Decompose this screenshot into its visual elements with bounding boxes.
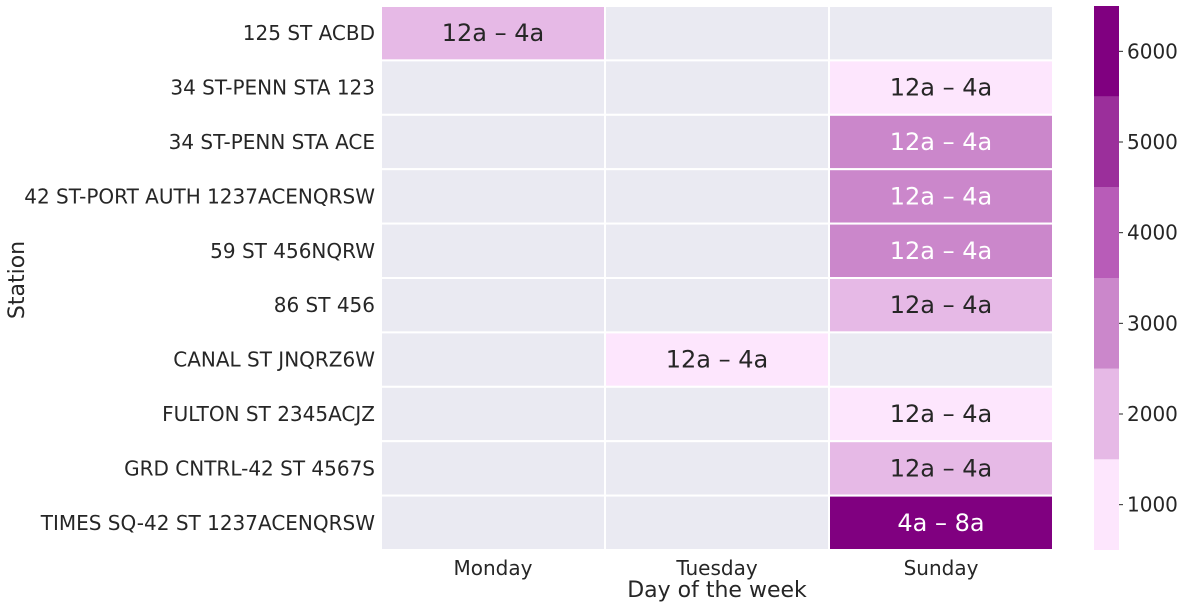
cell-annotation: 12a – 4a [890, 128, 992, 156]
colorbar-bin [1094, 278, 1119, 369]
heatmap-cell [828, 440, 1054, 497]
colorbar-tick-labels: 1000 2000 3000 4000 5000 6000 [1119, 39, 1178, 517]
heatmap-cell-empty [380, 331, 606, 388]
y-tick-59-st-456nqrw: 59 ST 456NQRW [210, 239, 375, 263]
heatmap-cell-empty [380, 277, 606, 334]
heatmap-cell-empty [380, 385, 606, 443]
cell-annotation: 4a – 8a [897, 509, 984, 537]
y-tick-86-st-456: 86 ST 456 [274, 293, 375, 317]
heatmap-cell-labels: 12a – 4a 12a – 4a 12a – 4a 12a – 4a 12a – 4a… [442, 19, 992, 537]
heatmap-cell [828, 277, 1054, 334]
cell-annotation: 12a – 4a [890, 454, 992, 482]
colorbar-tick-label: 4000 [1127, 221, 1178, 245]
heatmap-cell-empty [604, 59, 830, 116]
cell-annotation: 12a – 4a [890, 74, 992, 102]
colorbar-bin [1094, 459, 1119, 550]
heatmap-cell-empty [604, 277, 830, 334]
cell-annotation: 12a – 4a [890, 182, 992, 210]
cell-annotation: 12a – 4a [666, 346, 768, 374]
heatmap-cell-empty [604, 440, 830, 497]
colorbar-bin [1094, 96, 1119, 188]
y-tick-fulton-st-2345acjz: FULTON ST 2345ACJZ [162, 402, 375, 426]
x-axis-title: Day of the week [627, 578, 807, 603]
heatmap-cell-empty [380, 113, 606, 171]
colorbar-bin [1094, 187, 1119, 278]
x-tick-monday: Monday [454, 556, 533, 580]
x-tick-tuesday: Tuesday [675, 556, 758, 580]
heatmap-cell-empty [380, 440, 606, 497]
colorbar-bin [1094, 368, 1119, 460]
heatmap-cell-empty [828, 331, 1054, 388]
heatmap-cell [828, 494, 1054, 552]
heatmap-cell-empty [604, 222, 830, 280]
y-tick-125-st-acbd: 125 ST ACBD [243, 21, 375, 45]
y-axis-title: Station [5, 241, 30, 319]
colorbar [1094, 6, 1119, 550]
x-tick-sunday: Sunday [904, 556, 979, 580]
colorbar-tick-label: 5000 [1127, 130, 1178, 154]
heatmap-cell-empty [828, 5, 1054, 62]
colorbar-bin [1094, 6, 1119, 97]
y-tick-34-st-penn-sta-123: 34 ST-PENN STA 123 [170, 76, 375, 100]
heatmap-cell [604, 331, 830, 388]
y-tick-labels: 125 ST ACBD 34 ST-PENN STA 123 34 ST-PENN … [24, 21, 375, 535]
cell-annotation: 12a – 4a [890, 400, 992, 428]
heatmap-cells [380, 5, 1054, 552]
colorbar-tick-label: 6000 [1127, 39, 1178, 63]
cell-annotation: 12a – 4a [890, 237, 992, 265]
heatmap-cell-empty [380, 222, 606, 280]
heatmap-cell-empty [380, 494, 606, 552]
y-tick-34-st-penn-sta-ace: 34 ST-PENN STA ACE [169, 130, 375, 154]
heatmap-cell-empty [604, 168, 830, 225]
heatmap-cell [828, 59, 1054, 116]
heatmap-cell [828, 385, 1054, 443]
heatmap-cell-empty [604, 5, 830, 62]
y-tick-grd-cntrl-42-st-4567s: GRD CNTRL-42 ST 4567S [124, 456, 375, 480]
y-tick-42-st-port-auth-1237acenqrsw: 42 ST-PORT AUTH 1237ACENQRSW [24, 184, 375, 208]
y-tick-times-sq-42-st-1237acenqrsw: TIMES SQ-42 ST 1237ACENQRSW [40, 511, 375, 535]
heatmap-cell-empty [604, 385, 830, 443]
y-tick-canal-st-jnqrz6w: CANAL ST JNQRZ6W [173, 348, 375, 372]
heatmap-cell [828, 168, 1054, 225]
cell-annotation: 12a – 4a [442, 19, 544, 47]
cell-annotation: 12a – 4a [890, 291, 992, 319]
heatmap-cell-empty [380, 59, 606, 116]
heatmap-cell-empty [380, 168, 606, 225]
x-tick-labels: Monday Tuesday Sunday [454, 556, 979, 580]
heatmap-cell-empty [604, 113, 830, 171]
heatmap-cell [380, 5, 606, 62]
colorbar-tick-label: 3000 [1127, 311, 1178, 335]
colorbar-tick-label: 1000 [1127, 493, 1178, 517]
colorbar-tick-label: 2000 [1127, 402, 1178, 426]
heatmap-cell-empty [604, 494, 830, 552]
